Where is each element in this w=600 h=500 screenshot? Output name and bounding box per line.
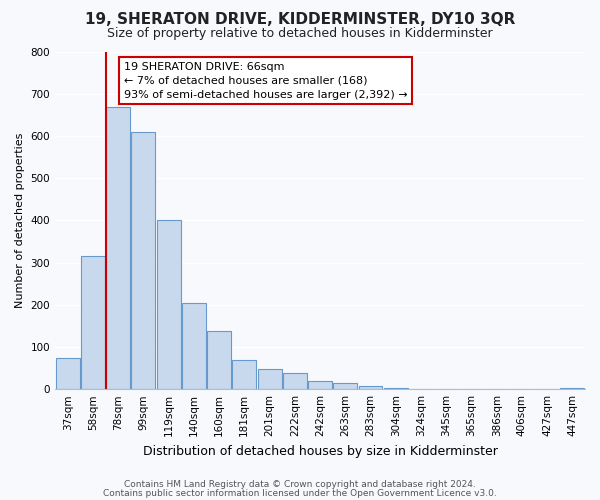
Bar — [106, 107, 130, 389]
Bar — [283, 373, 307, 389]
Bar — [131, 132, 155, 389]
Text: 19, SHERATON DRIVE, KIDDERMINSTER, DY10 3QR: 19, SHERATON DRIVE, KIDDERMINSTER, DY10 … — [85, 12, 515, 28]
Bar — [333, 383, 357, 389]
Bar — [207, 331, 231, 389]
Text: 19 SHERATON DRIVE: 66sqm
← 7% of detached houses are smaller (168)
93% of semi-d: 19 SHERATON DRIVE: 66sqm ← 7% of detache… — [124, 62, 407, 100]
Bar — [56, 358, 80, 389]
Y-axis label: Number of detached properties: Number of detached properties — [15, 132, 25, 308]
X-axis label: Distribution of detached houses by size in Kidderminster: Distribution of detached houses by size … — [143, 444, 497, 458]
Bar — [81, 256, 105, 389]
Bar — [359, 386, 382, 389]
Bar — [384, 388, 408, 389]
Bar — [182, 302, 206, 389]
Bar — [560, 388, 584, 389]
Bar — [157, 220, 181, 389]
Bar — [257, 369, 281, 389]
Bar — [232, 360, 256, 389]
Text: Contains public sector information licensed under the Open Government Licence v3: Contains public sector information licen… — [103, 488, 497, 498]
Text: Contains HM Land Registry data © Crown copyright and database right 2024.: Contains HM Land Registry data © Crown c… — [124, 480, 476, 489]
Text: Size of property relative to detached houses in Kidderminster: Size of property relative to detached ho… — [107, 28, 493, 40]
Bar — [308, 380, 332, 389]
